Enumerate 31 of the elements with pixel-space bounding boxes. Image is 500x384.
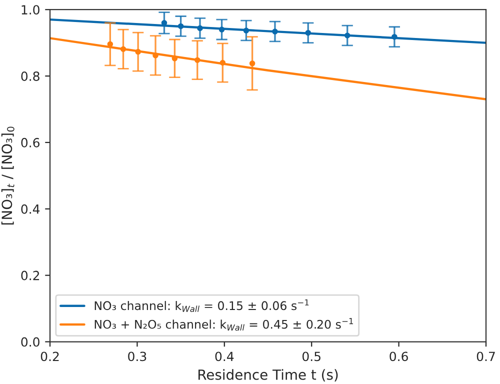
y-axis-title: [NO₃]$_{t}$ / [NO₃]$_{0}$	[1, 126, 14, 224]
x-axis-title: Residence Time t (s)	[198, 369, 338, 382]
legend-label: NO₃ + N₂O₅ channel: k$_{Wall}$ = 0.45 ± 0.20 s$^{−1}$	[94, 318, 353, 331]
x-tick-label: 0.5	[302, 352, 320, 362]
point	[220, 60, 226, 66]
point	[135, 48, 141, 55]
y-tick-label: 1.0	[22, 5, 40, 15]
point	[120, 46, 126, 52]
point	[194, 57, 200, 63]
x-tick-label: 0.2	[40, 352, 59, 362]
point	[249, 60, 256, 66]
point	[305, 30, 312, 36]
point	[218, 26, 225, 32]
x-tick-label: 0.3	[128, 352, 146, 362]
point	[243, 28, 250, 34]
legend-label: NO₃ channel: k$_{Wall}$ = 0.15 ± 0.06 s$^{−1}$	[94, 299, 309, 312]
point	[152, 52, 158, 58]
x-tick-label: 0.4	[215, 352, 234, 362]
point	[344, 32, 350, 38]
point	[392, 34, 398, 40]
y-tick-label: 0.4	[21, 204, 40, 214]
y-tick-label: 0.8	[21, 72, 40, 81]
x-tick-label: 0.7	[476, 352, 495, 362]
x-tick-label: 0.6	[390, 352, 408, 362]
y-tick-label: 0.2	[21, 270, 40, 280]
point	[178, 23, 184, 30]
point	[197, 25, 203, 32]
y-tick-label: 0.0	[21, 337, 40, 347]
point	[272, 28, 278, 34]
point	[172, 56, 178, 62]
y-tick-label: 0.6	[21, 138, 40, 148]
